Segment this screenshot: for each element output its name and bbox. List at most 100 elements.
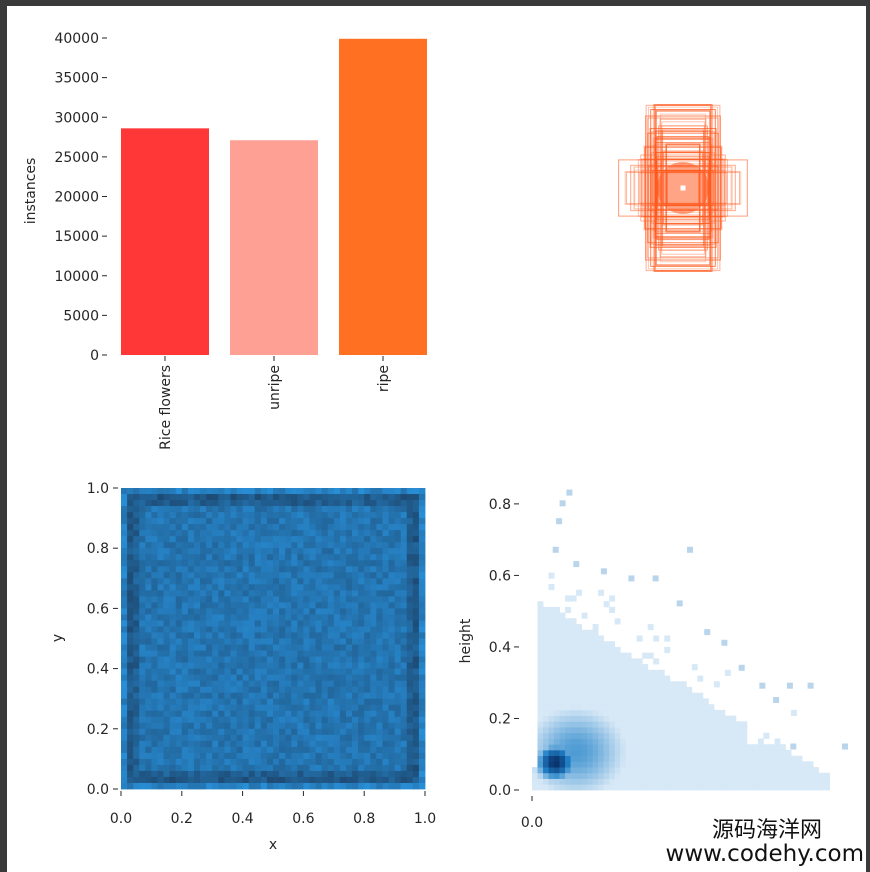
xy-heatmap-cell [212, 602, 219, 609]
xy-heatmap-cell [145, 728, 152, 736]
xy-heatmap-cell [370, 590, 377, 597]
wh-heatmap-cell [636, 784, 643, 791]
xy-heatmap-cell [200, 590, 207, 597]
xy-heatmap-cell [212, 608, 219, 615]
xy-heatmap-cell [382, 710, 389, 718]
xy-heatmap-cell [248, 704, 256, 712]
wh-heatmap-cell [548, 629, 555, 636]
wh-heatmap-cell [636, 778, 643, 785]
wh-heatmap-cell [647, 715, 654, 722]
wh-heatmap-cell [620, 755, 627, 762]
xy-heatmap-cell [200, 614, 207, 621]
wh-heatmap-cell [587, 721, 594, 728]
xy-heatmap-cell [309, 614, 316, 621]
xy-heatmap-cell [321, 668, 329, 676]
wh-heatmap-cell [702, 738, 709, 745]
xy-heatmap-cell [266, 506, 274, 513]
xy-heatmap-cell [418, 740, 426, 748]
wh-heatmap-cell [730, 784, 737, 791]
xy-heatmap-cell [388, 752, 395, 760]
xy-heatmap-cell [187, 620, 195, 627]
xy-heatmap-cell [127, 590, 134, 597]
wh-heatmap-cell [587, 755, 594, 762]
wh-heatmap-cell [609, 749, 616, 757]
wh-heatmap-cell [746, 767, 753, 774]
xy-heatmap-cell [218, 728, 225, 736]
xy-heatmap-cell [187, 488, 195, 495]
xy-heatmap-cell [133, 602, 140, 609]
wh-heatmap-cell [570, 778, 577, 785]
wh-heatmap-cell [680, 681, 687, 688]
xy-heatmap-cell [139, 584, 146, 591]
wh-heatmap-cell [620, 658, 627, 665]
xy-heatmap-cell [339, 506, 347, 513]
xy-heatmap-cell [406, 572, 414, 579]
xy-heatmap-cell [412, 626, 420, 633]
wh-heatmap-cell [702, 761, 709, 768]
xy-heatmap-cell [370, 554, 377, 561]
wh-heatmap-cell [741, 755, 748, 762]
xy-heatmap-cell [254, 644, 262, 651]
xy-heatmap-cell [187, 764, 195, 772]
wh-heatmap-cell [614, 767, 621, 774]
xy-heatmap-cell [187, 578, 195, 585]
xy-heatmap-cell [187, 740, 195, 748]
wh-heatmap-cell [664, 738, 671, 745]
wh-heatmap-cell [658, 681, 665, 688]
xy-heatmap-cell [388, 662, 395, 669]
xy-heatmap-cell [266, 752, 274, 760]
xy-heatmap-cell [169, 542, 177, 549]
xy-heatmap-cell [285, 566, 292, 573]
wh-heatmap-cell [537, 761, 544, 768]
xy-heatmap-cell [157, 536, 164, 543]
xy-heatmap-cell [224, 590, 231, 597]
xy-heatmap-cell [266, 626, 274, 633]
xy-heatmap-cell [127, 656, 134, 663]
xy-heatmap-cell [151, 614, 158, 621]
xy-heatmap-cell [273, 704, 280, 712]
xy-heatmap-cell [273, 494, 280, 501]
wh-heatmap-cell [647, 687, 654, 694]
wh-heatmap-cell [543, 732, 549, 739]
xy-heatmap-cell [339, 620, 347, 627]
xy-heatmap-cell [376, 602, 383, 609]
xy-heatmap-cell [121, 596, 128, 603]
wh-heatmap-cell [752, 767, 759, 774]
xy-heatmap-cell [315, 560, 323, 567]
xy-heatmap-cell [321, 620, 329, 627]
wh-heatmap-cell [708, 784, 715, 791]
xy-heatmap-cell [382, 602, 389, 609]
wh-heatmap-cell [548, 721, 555, 728]
xy-heatmap-cell [388, 548, 395, 555]
xy-heatmap-cell [206, 680, 213, 688]
wh-heatmap-cell [631, 732, 638, 739]
wh-heatmap-cell [704, 629, 711, 636]
xy-heatmap-cell [175, 638, 183, 645]
wh-heatmap-cell [724, 738, 731, 745]
xy-heatmap-cell [327, 524, 335, 531]
xy-heatmap-cell [376, 578, 383, 585]
xy-heatmap-cell [151, 704, 158, 712]
xy-heatmap-cell [260, 662, 268, 669]
xy-heatmap-cell [169, 500, 177, 507]
xy-heatmap-cell [206, 578, 213, 585]
xy-heatmap-cell [394, 506, 402, 513]
bar-chart: 0500010000150002000025000300003500040000… [23, 31, 427, 450]
xy-heatmap-cell [358, 740, 365, 748]
wh-heatmap-cell [565, 658, 571, 665]
wh-heatmap-cell [642, 675, 649, 682]
xy-heatmap-cell [400, 746, 408, 754]
xy-heatmap-cell [321, 752, 329, 760]
wh-heatmap-cell [625, 715, 632, 722]
xy-heatmap-cell [394, 770, 402, 778]
xy-heatmap-cell [248, 620, 256, 627]
xy-heatmap-cell [254, 596, 262, 603]
xy-heatmap-cell [187, 518, 195, 525]
xy-heatmap-cell [145, 542, 152, 549]
xy-heatmap-cell [345, 776, 353, 784]
xy-heatmap-cell [206, 542, 213, 549]
wh-heatmap-cell [653, 778, 660, 785]
xy-heatmap-cell [266, 518, 274, 525]
xy-heatmap-cell [254, 668, 262, 676]
wh-heatmap-cell [614, 669, 621, 676]
